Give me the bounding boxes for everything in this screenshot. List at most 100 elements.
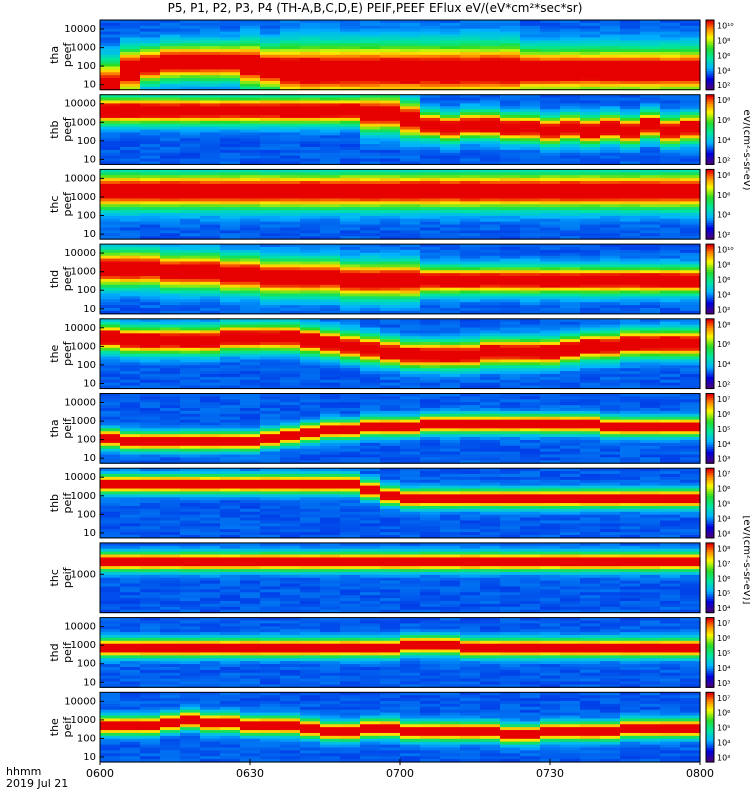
heatmap-cell — [440, 43, 461, 47]
heatmap-cell — [160, 278, 181, 283]
heatmap-cell — [340, 181, 361, 185]
heatmap-cell — [660, 28, 681, 33]
heatmap-cell — [380, 448, 401, 453]
heatmap-cell — [320, 106, 341, 110]
heatmap-cell — [240, 244, 261, 248]
heatmap-cell — [400, 255, 421, 260]
colorbar-segment — [706, 416, 714, 420]
heatmap-cell — [620, 49, 641, 53]
heatmap-cell — [320, 158, 341, 163]
heatmap-cell — [500, 224, 521, 229]
heatmap-cell — [260, 189, 281, 194]
heatmap-cell — [220, 252, 241, 257]
heatmap-cell — [400, 342, 421, 346]
heatmap-cell — [260, 60, 281, 65]
heatmap-cell — [640, 382, 661, 387]
heatmap-cell — [440, 100, 461, 105]
heatmap-cell — [320, 287, 341, 292]
heatmap-cell — [180, 485, 201, 490]
heatmap-cell — [580, 264, 601, 268]
heatmap-cell — [640, 457, 661, 461]
colorbar-segment — [706, 108, 714, 112]
heatmap-cell — [200, 215, 221, 220]
heatmap-cell — [160, 72, 181, 76]
heatmap-cell — [520, 100, 541, 105]
heatmap-cell — [240, 69, 261, 73]
heatmap-cell — [200, 302, 221, 306]
heatmap-cell — [520, 393, 541, 397]
heatmap-cell — [540, 227, 561, 231]
heatmap-cell — [600, 141, 621, 145]
heatmap-cell — [140, 422, 161, 427]
heatmap-cell — [500, 402, 521, 406]
colorbar-segment — [706, 103, 714, 107]
heatmap-cell — [460, 80, 481, 85]
heatmap-cell — [300, 305, 321, 309]
colorbar-segment — [706, 449, 714, 453]
heatmap-cell — [540, 437, 561, 441]
heatmap-cell — [260, 236, 281, 240]
heatmap-cell — [440, 408, 461, 412]
heatmap-cell — [140, 376, 161, 381]
colorbar-segment — [706, 64, 714, 68]
heatmap-cell — [620, 66, 641, 70]
heatmap-cell — [520, 123, 541, 128]
heatmap-cell — [540, 186, 561, 191]
heatmap-cell — [140, 244, 161, 248]
colorbar-segment — [706, 456, 714, 460]
heatmap-cell — [140, 402, 161, 406]
heatmap-cell — [500, 399, 521, 403]
heatmap-cell — [560, 255, 581, 260]
heatmap-cell — [660, 396, 681, 400]
heatmap-cell — [360, 529, 381, 533]
heatmap-cell — [380, 227, 401, 231]
heatmap-cell — [380, 129, 401, 134]
heatmap-cell — [480, 356, 501, 361]
heatmap-cell — [140, 207, 161, 211]
heatmap-cell — [540, 247, 561, 251]
heatmap-cell — [380, 270, 401, 274]
heatmap-cell — [440, 198, 461, 202]
heatmap-cell — [440, 296, 461, 300]
heatmap-cell — [460, 336, 481, 340]
heatmap-cell — [300, 296, 321, 300]
heatmap-cell — [380, 37, 401, 41]
heatmap-cell — [680, 161, 701, 165]
heatmap-cell — [660, 221, 681, 226]
heatmap-cell — [120, 75, 141, 79]
heatmap-cell — [580, 20, 601, 24]
heatmap-cell — [100, 333, 121, 337]
heatmap-cell — [640, 362, 661, 366]
heatmap-cell — [600, 270, 621, 274]
heatmap-cell — [360, 80, 381, 85]
heatmap-cell — [100, 460, 121, 464]
heatmap-cell — [680, 34, 701, 39]
heatmap-cell — [400, 97, 421, 102]
heatmap-cell — [360, 373, 381, 378]
heatmap-cell — [220, 152, 241, 157]
colorbar-segment — [706, 22, 714, 26]
heatmap-cell — [260, 474, 281, 478]
heatmap-cell — [200, 20, 221, 24]
heatmap-cell — [660, 115, 681, 119]
heatmap-cell — [260, 413, 281, 418]
heatmap-cell — [540, 97, 561, 102]
y-tick-label: 1000 — [71, 416, 96, 427]
heatmap-cell — [400, 451, 421, 456]
heatmap-cell — [120, 468, 141, 472]
heatmap-cell — [340, 210, 361, 214]
heatmap-cell — [640, 324, 661, 329]
heatmap-cell — [300, 408, 321, 412]
heatmap-cell — [280, 230, 301, 234]
heatmap-cell — [100, 258, 121, 263]
heatmap-cell — [300, 78, 321, 82]
heatmap-cell — [160, 75, 181, 79]
heatmap-cell — [320, 520, 341, 524]
heatmap-cell — [420, 273, 441, 277]
heatmap-cell — [260, 103, 281, 107]
heatmap-cell — [120, 249, 141, 254]
heatmap-cell — [100, 399, 121, 403]
heatmap-cell — [660, 405, 681, 409]
heatmap-cell — [240, 362, 261, 366]
heatmap-cell — [380, 425, 401, 429]
